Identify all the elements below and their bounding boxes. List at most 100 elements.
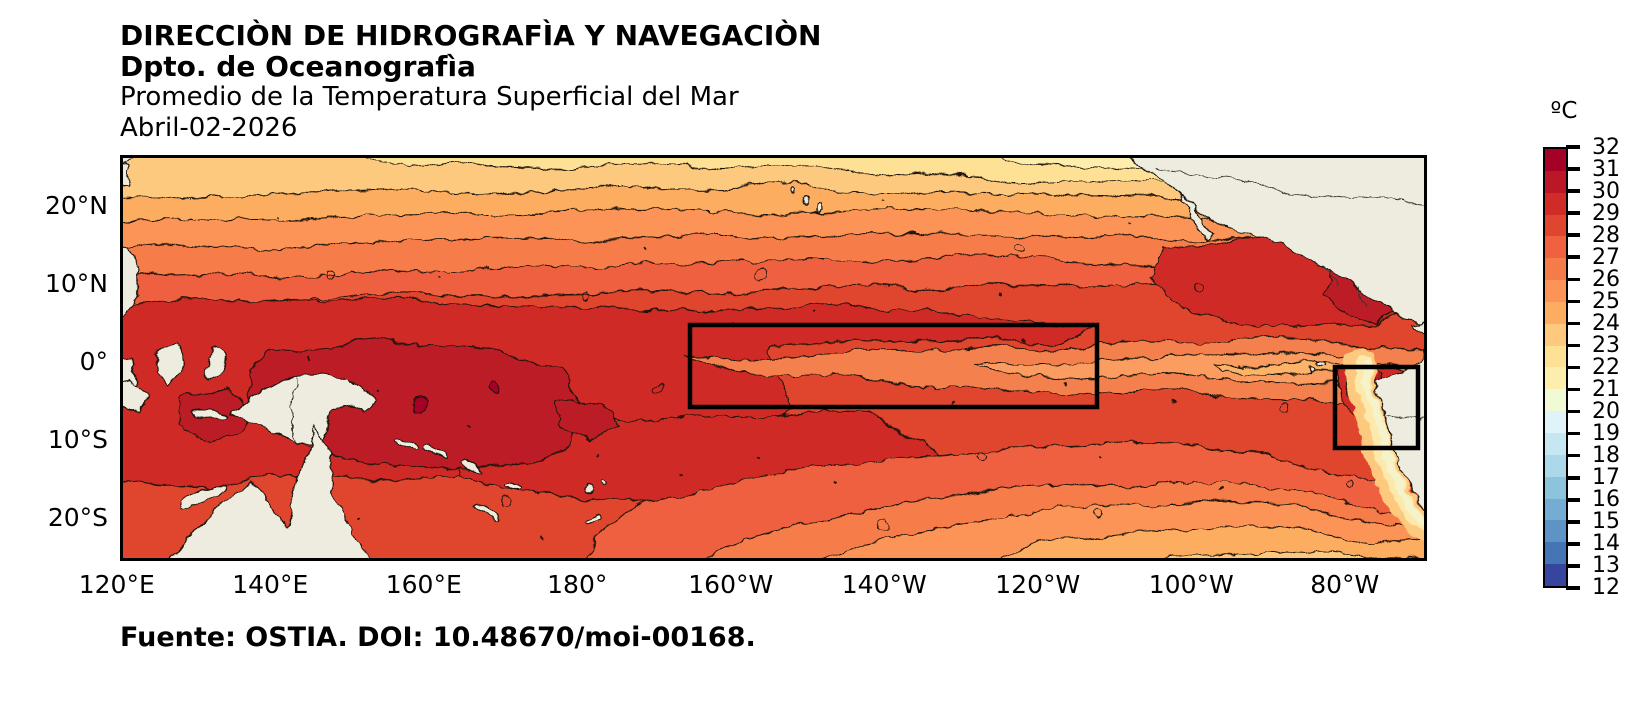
y-tick-label: 10°S (47, 424, 108, 454)
colorbar-tick-label: 28 (1592, 222, 1620, 248)
colorbar-tick-mark (1566, 520, 1580, 524)
chart-title: Promedio de la Temperatura Superficial d… (120, 82, 739, 112)
colorbar-tick-mark (1566, 145, 1580, 149)
colorbar-tick-label: 17 (1592, 465, 1620, 491)
colorbar-tick-label: 16 (1592, 487, 1620, 513)
colorbar-tick-label: 19 (1592, 421, 1620, 447)
y-tick-label: 20°N (44, 190, 108, 220)
colorbar (1543, 147, 1568, 588)
colorbar-tick-label: 12 (1592, 575, 1620, 601)
colorbar-tick (1566, 136, 1580, 158)
colorbar-segment (1545, 258, 1566, 281)
colorbar-segment (1545, 367, 1566, 390)
colorbar-tick (1566, 356, 1580, 378)
colorbar-tick (1566, 180, 1580, 202)
colorbar-tick-mark (1566, 564, 1580, 568)
sst-field-layer (120, 155, 1427, 561)
colorbar-tick-label: 25 (1592, 288, 1620, 314)
colorbar-tick-label: 22 (1592, 355, 1620, 380)
colorbar-unit-label: ºC (1550, 98, 1578, 124)
colorbar-segment (1545, 520, 1566, 543)
x-tick-label: 140°W (841, 570, 927, 599)
colorbar-segment (1545, 345, 1566, 368)
colorbar-tick-label: 23 (1592, 332, 1620, 358)
colorbar-tick-label: 20 (1592, 399, 1620, 425)
colorbar-tick-label: 29 (1592, 200, 1620, 226)
colorbar-segment (1545, 498, 1566, 521)
colorbar-tick-label: 30 (1592, 178, 1620, 204)
colorbar-segment (1545, 149, 1566, 171)
y-axis-tick-labels: 20°N 10°N 0° 10°S 20°S (0, 166, 108, 556)
colorbar-tick (1566, 334, 1580, 356)
colorbar-tick-mark (1566, 167, 1580, 171)
colorbar-tick-label: 15 (1592, 509, 1620, 535)
colorbar-segment (1545, 432, 1566, 455)
x-tick-label: 140°E (232, 570, 309, 599)
colorbar-segment (1545, 323, 1566, 346)
colorbar-tick-label: 27 (1592, 244, 1620, 270)
colorbar-tick-mark (1566, 299, 1580, 304)
colorbar-segment (1545, 476, 1566, 499)
colorbar-tick-labels: 32 31 30 29 28 27 26 25 24 23 22 21 20 19 18 17 16 15 14 13… (1592, 134, 1620, 601)
y-tick-label: 10°N (44, 268, 108, 298)
colorbar-segment (1545, 236, 1566, 259)
colorbar-tick-mark (1566, 211, 1580, 215)
colorbar-tick-mark (1566, 233, 1580, 237)
colorbar-tick (1566, 511, 1580, 533)
colorbar-tick-label: 21 (1592, 377, 1620, 403)
colorbar-segment (1545, 301, 1566, 324)
colorbar-tick-mark (1566, 409, 1580, 414)
x-tick-label: 180° (547, 570, 608, 599)
colorbar-segment (1545, 542, 1566, 565)
colorbar-tick-label: 32 (1592, 134, 1620, 160)
colorbar-tick (1566, 467, 1580, 489)
colorbar-tick (1566, 445, 1580, 467)
colorbar-tick (1566, 533, 1580, 555)
colorbar-segment (1545, 170, 1566, 193)
colorbar-tick-mark (1566, 497, 1580, 502)
colorbar-tick-mark (1566, 189, 1580, 193)
colorbar-tick-mark (1566, 475, 1580, 480)
nino12-region-box (1332, 364, 1421, 451)
x-tick-label: 80°W (1310, 570, 1380, 599)
colorbar-segment (1545, 454, 1566, 477)
colorbar-segment (1545, 192, 1566, 215)
colorbar-tick-label: 13 (1592, 553, 1620, 579)
colorbar-segment (1545, 411, 1566, 433)
colorbar-tick-mark (1566, 277, 1580, 282)
colorbar-tick (1566, 423, 1580, 445)
colorbar-tick (1566, 224, 1580, 246)
source-note: Fuente: OSTIA. DOI: 10.48670/moi-00168. (120, 622, 756, 653)
colorbar-tick-label: 14 (1592, 531, 1620, 557)
y-tick-label: 20°S (47, 502, 108, 532)
colorbar-tick (1566, 401, 1580, 423)
colorbar-tick (1566, 290, 1580, 312)
colorbar-tick-label: 18 (1592, 443, 1620, 469)
colorbar-tick (1566, 379, 1580, 401)
colorbar-tick-label: 31 (1592, 156, 1620, 182)
colorbar-tick (1566, 312, 1580, 334)
colorbar-tick (1566, 577, 1580, 599)
x-axis-tick-labels: 120°E 140°E 160°E 180° 160°W 140°W 120°W 100°W 8… (40, 570, 1422, 599)
map-frame (120, 155, 1427, 561)
sst-map-canvas (120, 155, 1427, 561)
nino34-region-box (687, 322, 1100, 410)
colorbar-tick-mark (1566, 365, 1580, 370)
colorbar-tick-mark (1566, 387, 1580, 392)
colorbar-tick-mark (1566, 586, 1580, 590)
org-title: DIRECCIÒN DE HIDROGRAFÌA Y NAVEGACIÒN (120, 19, 822, 52)
y-tick-label: 0° (79, 346, 108, 376)
chart-date: Abril-02-2026 (120, 113, 298, 143)
colorbar-tick-mark (1566, 343, 1580, 348)
colorbar-tick-label: 26 (1592, 266, 1620, 292)
x-tick-label: 160°W (688, 570, 774, 599)
x-tick-label: 120°E (78, 570, 155, 599)
colorbar-tick-mark (1566, 542, 1580, 546)
colorbar-tick-mark (1566, 321, 1580, 326)
colorbar-tick (1566, 555, 1580, 577)
colorbar-tick (1566, 489, 1580, 511)
colorbar-ticks (1566, 136, 1580, 599)
colorbar-tick-mark (1566, 255, 1580, 260)
x-tick-label: 100°W (1148, 570, 1234, 599)
